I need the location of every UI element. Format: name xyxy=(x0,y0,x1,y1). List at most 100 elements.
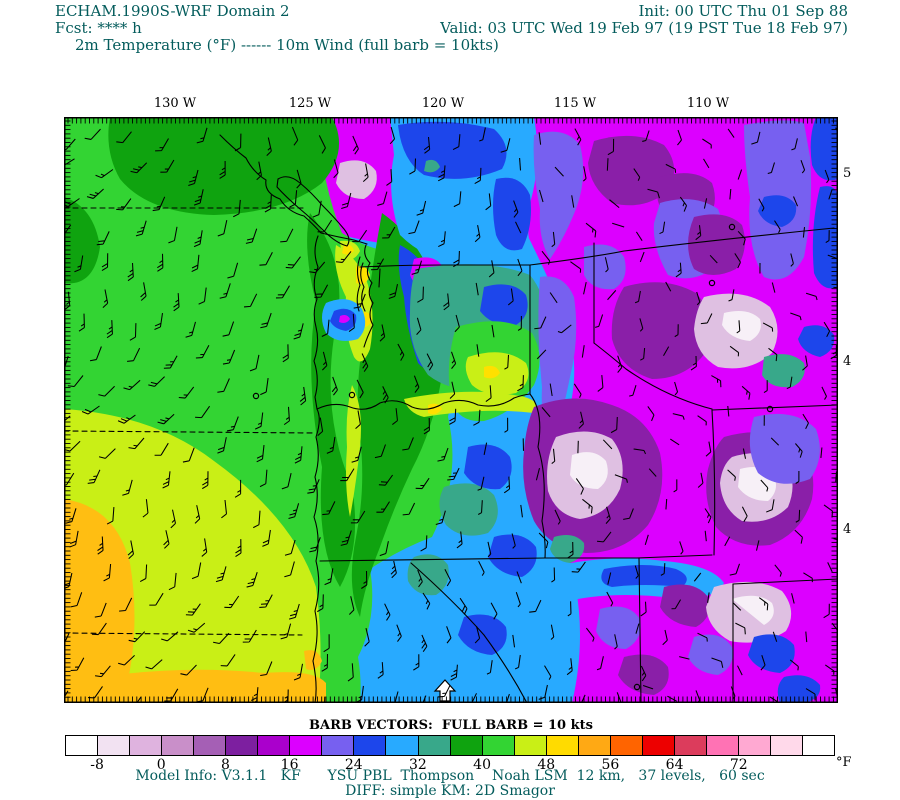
wind-barb xyxy=(795,470,800,484)
wind-barb xyxy=(217,219,228,237)
wind-barb xyxy=(485,193,492,211)
wind-barb xyxy=(633,168,641,181)
graticule-dashed xyxy=(63,430,315,434)
wind-barb xyxy=(581,345,585,358)
wind-barb xyxy=(760,479,769,492)
lon-tick-label: 130 W xyxy=(153,96,197,111)
wind-barb xyxy=(409,158,417,175)
wind-barb xyxy=(633,448,647,455)
wind-barb xyxy=(322,501,336,516)
wind-barb xyxy=(118,655,135,666)
wind-barb xyxy=(703,158,710,169)
wind-barb xyxy=(420,535,428,552)
wind-barb xyxy=(665,281,672,292)
colorbar-segment xyxy=(289,736,322,755)
wind-barb xyxy=(103,563,112,582)
columbia-river-border xyxy=(316,393,531,410)
wind-barb xyxy=(386,169,393,186)
wind-barb xyxy=(191,254,200,273)
wind-barb xyxy=(567,601,572,617)
wind-barb xyxy=(356,379,364,399)
wind-barb xyxy=(333,159,339,179)
wind-barb xyxy=(154,442,169,456)
wind-barb xyxy=(202,471,209,490)
wind-barb xyxy=(326,436,336,454)
wind-barb xyxy=(452,134,461,151)
wind-barb xyxy=(486,660,493,675)
wind-barb xyxy=(596,656,604,671)
colorbar-segment xyxy=(257,736,290,755)
wind-barb xyxy=(766,499,775,513)
wind-barb xyxy=(438,231,446,248)
colorbar-tick: 48 xyxy=(537,757,556,773)
wind-barb xyxy=(191,562,202,580)
colorbar-segment xyxy=(513,736,546,755)
wind-barb xyxy=(347,663,354,682)
wind-barb xyxy=(478,560,485,576)
wind-barb xyxy=(245,228,258,244)
model-info-line: Model Info: V3.1.1 KF YSU PBL Thompson N… xyxy=(135,768,765,784)
wind-barb xyxy=(727,405,730,417)
wind-barb xyxy=(284,539,296,556)
lake-washington xyxy=(378,268,381,288)
wind-barb xyxy=(149,592,164,606)
colorbar-segment xyxy=(545,736,578,755)
wind-barb xyxy=(554,509,561,525)
lat-tick-label: 4 xyxy=(843,354,852,369)
wind-barb xyxy=(517,315,522,331)
wind-barb xyxy=(582,166,587,182)
wind-barb xyxy=(571,195,575,208)
wind-barb xyxy=(488,260,495,278)
wind-barb xyxy=(705,441,712,457)
wind-barb xyxy=(639,318,644,332)
wind-barb xyxy=(234,479,242,498)
wind-barb xyxy=(182,447,195,463)
wind-barb xyxy=(642,130,650,142)
wind-barb xyxy=(513,200,519,218)
wind-barb xyxy=(219,283,231,299)
colorbar-segment xyxy=(673,736,706,755)
wind-barb xyxy=(803,572,813,583)
wind-barb xyxy=(178,386,195,399)
wind-barb xyxy=(289,190,298,208)
wind-barb xyxy=(254,412,264,430)
wind-barb xyxy=(544,665,552,680)
wind-barb xyxy=(222,321,235,337)
wind-barb xyxy=(728,289,735,302)
wind-barb xyxy=(659,221,666,235)
colorbar-segment xyxy=(417,736,450,755)
wy-west-border xyxy=(711,409,716,556)
header-row-2: Fcst: **** h Valid: 03 UTC Wed 19 Feb 97… xyxy=(55,20,848,37)
temperature-fill-layer xyxy=(64,117,838,703)
wind-barb xyxy=(511,533,516,549)
wind-barb xyxy=(711,375,722,388)
wind-barb xyxy=(697,632,708,642)
wind-barb xyxy=(163,355,178,369)
bc-coastline xyxy=(219,134,368,245)
wind-barb xyxy=(538,132,542,145)
wind-barb xyxy=(252,510,261,529)
wind-barb xyxy=(426,353,434,371)
wind-barb xyxy=(215,566,227,583)
wind-barb xyxy=(70,592,83,608)
wind-barb xyxy=(583,281,587,295)
wind-barb xyxy=(416,317,422,335)
wind-barb xyxy=(605,506,611,524)
wind-barb xyxy=(490,602,498,620)
wind-barb xyxy=(610,416,618,434)
wind-barb xyxy=(98,385,115,397)
wind-barb xyxy=(597,375,604,392)
wind-barb xyxy=(283,406,290,426)
barb-vectors-note: BARB VECTORS: FULL BARB = 10 kts xyxy=(309,718,593,733)
wind-barb xyxy=(795,509,801,523)
wind-barb xyxy=(504,354,510,370)
wind-barb xyxy=(78,313,85,332)
wind-barb xyxy=(422,592,431,610)
wind-barb xyxy=(443,293,450,311)
wind-barb xyxy=(704,530,707,542)
wind-barb xyxy=(348,596,355,615)
wind-barb xyxy=(262,529,271,547)
wind-barb xyxy=(282,344,289,363)
colorbar-tick: -8 xyxy=(90,757,104,773)
lat-tick-label: 5 xyxy=(843,166,852,181)
